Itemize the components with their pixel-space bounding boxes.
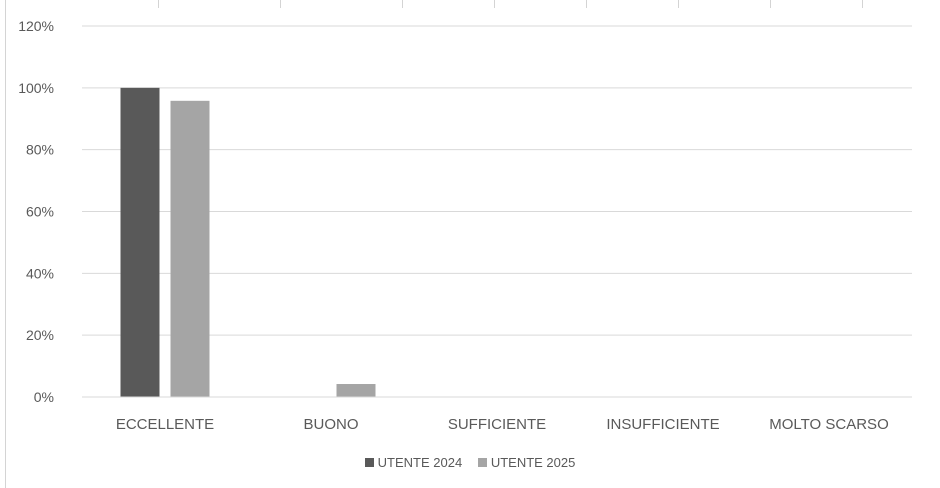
y-tick-label: 20% — [26, 327, 54, 343]
bar-eccellente-series-2 — [170, 100, 210, 398]
sheet-gridline — [678, 0, 679, 8]
legend-swatch — [364, 458, 374, 467]
legend-item-series-1: UTENTE 2024 — [364, 455, 463, 470]
gridlines — [82, 25, 912, 336]
y-tick-label: 60% — [26, 204, 54, 220]
legend-label: UTENTE 2025 — [490, 455, 576, 470]
y-tick-label: 80% — [26, 142, 54, 158]
y-tick-label: 0% — [34, 389, 54, 405]
y-axis-ticks: 0% 20% 40% 60% 80% 100% 120% — [18, 18, 54, 405]
x-tick-label: MOLTO SCARSO — [769, 416, 888, 433]
y-tick-label: 40% — [26, 265, 54, 281]
sheet-gridline — [770, 0, 771, 8]
sheet-gridline — [586, 0, 587, 8]
x-axis-ticks: ECCELLENTE BUONO SUFFICIENTE INSUFFICIENTE M… — [116, 416, 889, 433]
sheet-gridline — [5, 0, 6, 488]
x-tick-label: INSUFFICIENTE — [606, 416, 719, 433]
bars — [120, 87, 376, 398]
sheet-gridline — [862, 0, 863, 8]
x-tick-label: SUFFICIENTE — [448, 416, 546, 433]
sheet-gridline — [494, 0, 495, 8]
bar-eccellente-series-1 — [120, 87, 160, 397]
x-tick-label: ECCELLENTE — [116, 416, 214, 433]
y-tick-label: 120% — [18, 18, 54, 34]
sheet-gridline — [280, 0, 281, 8]
bar-buono-series-2 — [336, 384, 376, 397]
sheet-gridline — [402, 0, 403, 8]
legend: UTENTE 2024 UTENTE 2025 — [0, 455, 940, 470]
legend-item-series-2: UTENTE 2025 — [477, 455, 576, 470]
sheet-gridline — [158, 0, 159, 8]
legend-label: UTENTE 2024 — [377, 455, 463, 470]
y-tick-label: 100% — [18, 80, 54, 96]
legend-swatch — [477, 458, 487, 467]
x-tick-label: BUONO — [303, 416, 358, 433]
